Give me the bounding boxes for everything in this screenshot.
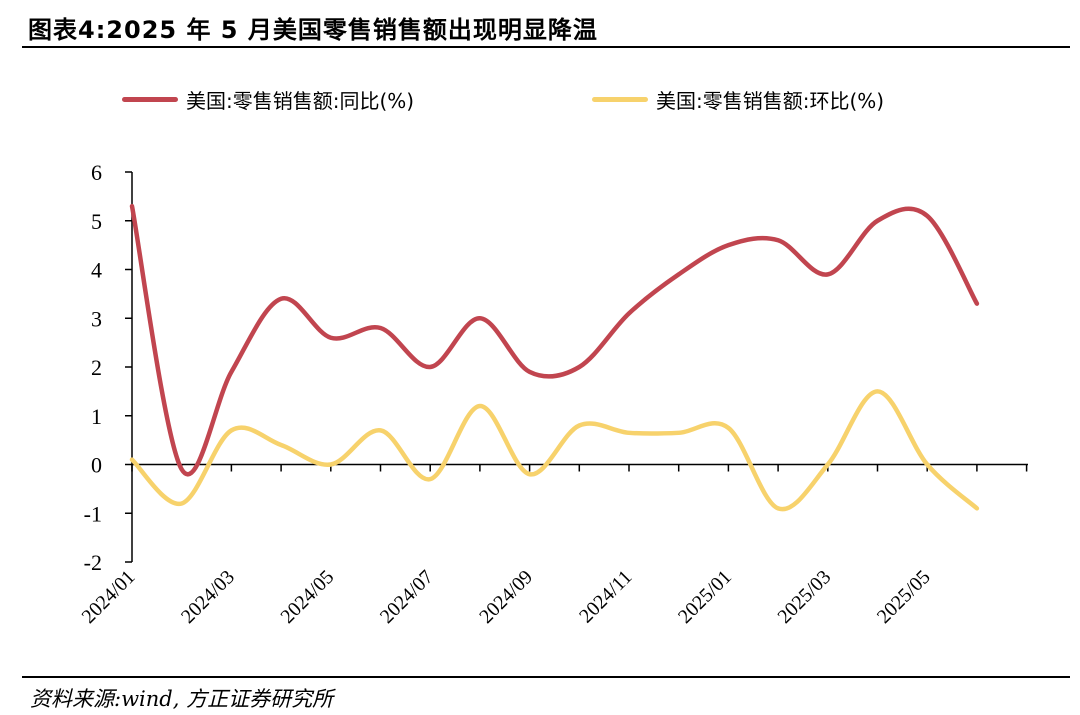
legend-label-mom: 美国:零售销售额:环比(%)	[656, 88, 885, 113]
x-tick-label: 2025/01	[674, 566, 736, 628]
top-rule	[22, 46, 1070, 48]
x-tick-label: 2024/07	[376, 566, 438, 628]
series-line-yoy	[129, 203, 980, 477]
legend-swatch-mom	[592, 96, 648, 102]
series-lines	[129, 203, 980, 512]
source-note: 资料来源:wind, 方正证券研究所	[30, 687, 334, 711]
y-tick-label: 4	[91, 258, 102, 283]
x-tick-label: 2025/03	[773, 566, 835, 628]
x-tick-label: 2024/03	[177, 566, 239, 628]
bottom-rule	[22, 676, 1070, 678]
series-line-mom	[129, 389, 980, 512]
y-tick-label: -1	[84, 501, 102, 526]
y-tick-label: 0	[91, 453, 102, 478]
legend-label-yoy: 美国:零售销售额:同比(%)	[186, 88, 415, 113]
legend-item-mom: 美国:零售销售额:环比(%)	[592, 84, 884, 114]
x-tick-label: 2024/05	[276, 566, 338, 628]
legend-swatch-yoy	[122, 96, 178, 102]
y-tick-label: 2	[91, 355, 102, 380]
y-tick-label: 1	[91, 404, 102, 429]
x-tick-label: 2024/01	[78, 566, 140, 628]
legend-item-yoy: 美国:零售销售额:同比(%)	[122, 84, 414, 114]
x-tick-labels: 2024/01 2024/03 2024/05 2024/07 2024/09 2024/…	[78, 566, 935, 628]
y-tick-labels: 6 5 4 3 2 1 0 -1 -2	[84, 160, 102, 575]
x-tick-label: 2025/05	[873, 566, 935, 628]
y-tick-label: -2	[84, 550, 102, 575]
x-tick-label: 2024/09	[475, 566, 537, 628]
y-tick-label: 6	[91, 160, 102, 185]
x-tick-label: 2024/11	[575, 566, 636, 627]
y-tick-label: 3	[91, 306, 102, 331]
y-tick-label: 5	[91, 209, 102, 234]
chart-title: 图表4:2025 年 5 月美国零售销售额出现明显降温	[28, 16, 598, 44]
